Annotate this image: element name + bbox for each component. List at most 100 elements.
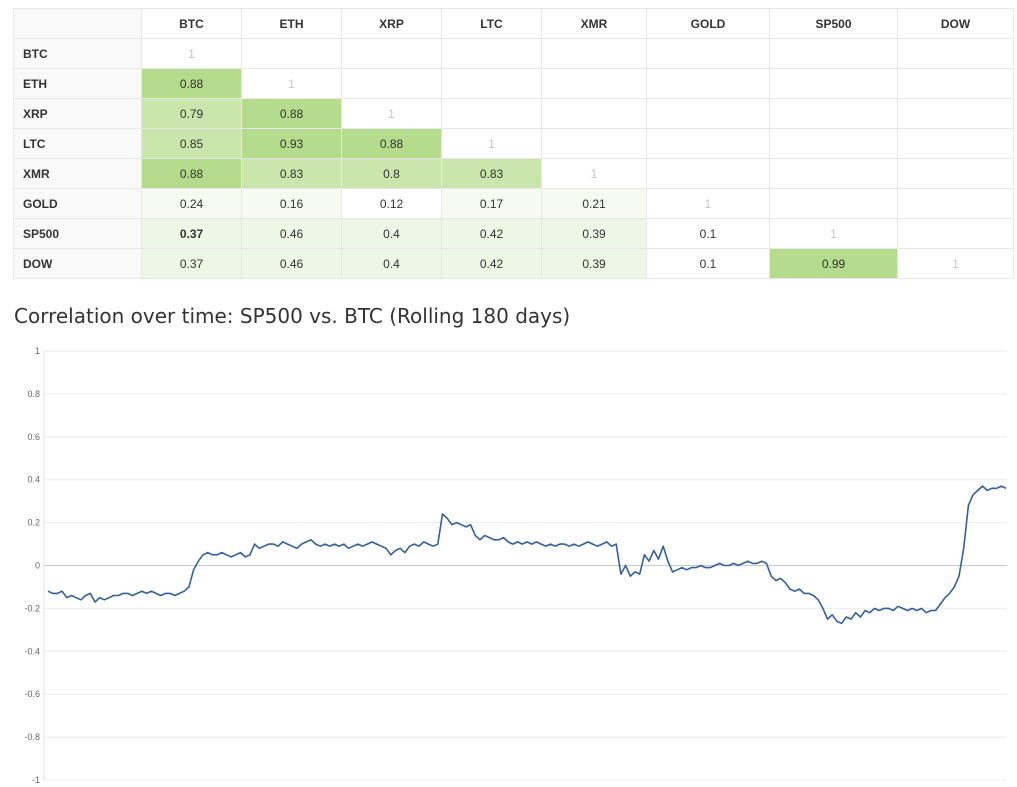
matrix-row-ltc: LTC 0.85 0.93 0.88 1 — [13, 128, 1014, 159]
y-tick-label: -0.4 — [24, 646, 40, 656]
correlation-cell: 0.88 — [241, 98, 342, 129]
row-header-xmr: XMR — [13, 158, 142, 189]
column-header-sp500: SP500 — [769, 8, 898, 39]
empty-cell — [769, 128, 898, 159]
matrix-row-sp500: SP500 0.37 0.46 0.4 0.42 0.39 0.1 1 — [13, 218, 1014, 249]
matrix-row-eth: ETH 0.88 1 — [13, 68, 1014, 99]
correlation-cell: 0.21 — [541, 188, 647, 219]
empty-cell — [897, 158, 1014, 189]
y-tick-label: -0.8 — [24, 732, 40, 742]
correlation-line-chart: 1 0.8 0.6 0.4 0.2 0 -0.2 -0.4 -0.6 -0.8 -1 — [24, 346, 1007, 785]
matrix-row-xmr: XMR 0.88 0.83 0.8 0.83 1 — [13, 158, 1014, 189]
correlation-cell: 0.42 — [441, 218, 542, 249]
column-header-dow: DOW — [897, 8, 1014, 39]
y-tick-label: 0.8 — [27, 389, 40, 399]
matrix-body: BTC 1 ETH 0.88 1 XRP 0.79 0.88 1 LTC 0.85 0.93 0.88 1… — [13, 38, 1014, 279]
empty-cell — [341, 68, 442, 99]
diagonal-cell: 1 — [341, 98, 442, 129]
matrix-row-gold: GOLD 0.24 0.16 0.12 0.17 0.21 1 — [13, 188, 1014, 219]
column-header-ltc: LTC — [441, 8, 542, 39]
y-tick-label: 0.6 — [27, 432, 40, 442]
diagonal-cell: 1 — [541, 158, 647, 189]
row-header-ltc: LTC — [13, 128, 142, 159]
row-header-xrp: XRP — [13, 98, 142, 129]
correlation-cell: 0.93 — [241, 128, 342, 159]
correlation-cell: 0.17 — [441, 188, 542, 219]
correlation-cell: 0.24 — [141, 188, 242, 219]
correlation-cell: 0.1 — [646, 218, 770, 249]
empty-cell — [241, 38, 342, 69]
column-header-xrp: XRP — [341, 8, 442, 39]
correlation-cell: 0.88 — [341, 128, 442, 159]
y-tick-label: 1 — [35, 346, 40, 356]
diagonal-cell: 1 — [441, 128, 542, 159]
correlation-cell: 0.39 — [541, 248, 647, 279]
correlation-cell: 0.4 — [341, 248, 442, 279]
correlation-cell: 0.83 — [241, 158, 342, 189]
empty-cell — [897, 188, 1014, 219]
y-tick-label: 0.2 — [27, 518, 40, 528]
diagonal-cell: 1 — [241, 68, 342, 99]
empty-cell — [441, 68, 542, 99]
correlation-cell: 0.46 — [241, 248, 342, 279]
column-header-eth: ETH — [241, 8, 342, 39]
diagonal-cell: 1 — [769, 218, 898, 249]
y-tick-label: -0.6 — [24, 689, 40, 699]
correlation-cell: 0.99 — [769, 248, 898, 279]
diagonal-cell: 1 — [646, 188, 770, 219]
y-tick-label: -0.2 — [24, 603, 40, 613]
empty-cell — [541, 38, 647, 69]
empty-cell — [646, 68, 770, 99]
empty-cell — [897, 38, 1014, 69]
top-tabs — [14, 0, 182, 13]
empty-cell — [769, 158, 898, 189]
y-tick-label: -1 — [32, 775, 40, 785]
correlation-cell: 0.37 — [141, 248, 242, 279]
correlation-cell: 0.88 — [141, 68, 242, 99]
column-header-gold: GOLD — [646, 8, 770, 39]
correlation-cell: 0.79 — [141, 98, 242, 129]
correlation-cell: 0.88 — [141, 158, 242, 189]
correlation-matrix: BTC ETH XRP LTC XMR GOLD SP500 DOW BTC 1 ETH 0.88 1… — [13, 8, 1014, 279]
empty-cell — [646, 38, 770, 69]
empty-cell — [769, 68, 898, 99]
diagonal-cell: 1 — [897, 248, 1014, 279]
correlation-cell: 0.8 — [341, 158, 442, 189]
matrix-row-dow: DOW 0.37 0.46 0.4 0.42 0.39 0.1 0.99 1 — [13, 248, 1014, 279]
empty-cell — [541, 128, 647, 159]
empty-cell — [646, 128, 770, 159]
correlation-cell: 0.12 — [341, 188, 442, 219]
empty-cell — [441, 98, 542, 129]
matrix-corner — [13, 8, 142, 39]
diagonal-cell: 1 — [141, 38, 242, 69]
y-tick-label: 0.4 — [27, 475, 40, 485]
correlation-cell: 0.4 — [341, 218, 442, 249]
chart-title: Correlation over time: SP500 vs. BTC (Ro… — [14, 304, 571, 328]
correlation-cell: 0.42 — [441, 248, 542, 279]
row-header-eth: ETH — [13, 68, 142, 99]
column-header-btc: BTC — [141, 8, 242, 39]
y-tick-label: 0 — [35, 561, 40, 571]
empty-cell — [769, 98, 898, 129]
correlation-cell: 0.39 — [541, 218, 647, 249]
empty-cell — [897, 128, 1014, 159]
correlation-cell: 0.37 — [141, 218, 242, 249]
column-header-xmr: XMR — [541, 8, 647, 39]
empty-cell — [341, 38, 442, 69]
correlation-cell: 0.85 — [141, 128, 242, 159]
empty-cell — [897, 98, 1014, 129]
correlation-cell: 0.16 — [241, 188, 342, 219]
correlation-cell: 0.46 — [241, 218, 342, 249]
row-header-sp500: SP500 — [13, 218, 142, 249]
empty-cell — [646, 98, 770, 129]
matrix-row-xrp: XRP 0.79 0.88 1 — [13, 98, 1014, 129]
empty-cell — [897, 218, 1014, 249]
empty-cell — [541, 98, 647, 129]
row-header-gold: GOLD — [13, 188, 142, 219]
empty-cell — [769, 188, 898, 219]
row-header-btc: BTC — [13, 38, 142, 69]
matrix-header-row: BTC ETH XRP LTC XMR GOLD SP500 DOW — [13, 8, 1014, 39]
row-header-dow: DOW — [13, 248, 142, 279]
empty-cell — [769, 38, 898, 69]
empty-cell — [646, 158, 770, 189]
